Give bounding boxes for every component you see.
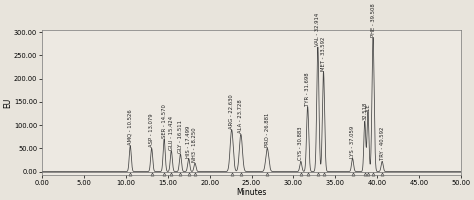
- Text: 32.518: 32.518: [362, 102, 367, 120]
- Text: HIS - 17.499: HIS - 17.499: [186, 125, 191, 158]
- Text: GLU - 15.424: GLU - 15.424: [169, 116, 174, 150]
- Y-axis label: EU: EU: [3, 97, 12, 108]
- Text: ARG - 22.630: ARG - 22.630: [229, 94, 234, 129]
- Text: ILE: ILE: [365, 104, 371, 111]
- Text: SER - 14.570: SER - 14.570: [162, 104, 167, 138]
- Text: ALA - 23.728: ALA - 23.728: [238, 100, 243, 133]
- Text: TYR - 31.698: TYR - 31.698: [305, 72, 310, 106]
- Text: TRY - 40.592: TRY - 40.592: [380, 127, 385, 160]
- Text: PRO - 26.881: PRO - 26.881: [265, 113, 270, 147]
- Text: ASP - 13.079: ASP - 13.079: [149, 114, 154, 147]
- Text: CYS - 30.883: CYS - 30.883: [298, 127, 303, 160]
- Text: LYS - 37.059: LYS - 37.059: [350, 125, 355, 158]
- X-axis label: Minutes: Minutes: [237, 188, 267, 197]
- Text: NH3 - 18.250: NH3 - 18.250: [192, 128, 198, 162]
- Text: AMQ - 10.526: AMQ - 10.526: [128, 109, 133, 145]
- Text: PHE - 39.508: PHE - 39.508: [371, 3, 375, 37]
- Text: GLY - 16.511: GLY - 16.511: [178, 120, 183, 153]
- Text: VAL - 32.914: VAL - 32.914: [315, 13, 320, 46]
- Text: MET - 33.592: MET - 33.592: [321, 36, 326, 71]
